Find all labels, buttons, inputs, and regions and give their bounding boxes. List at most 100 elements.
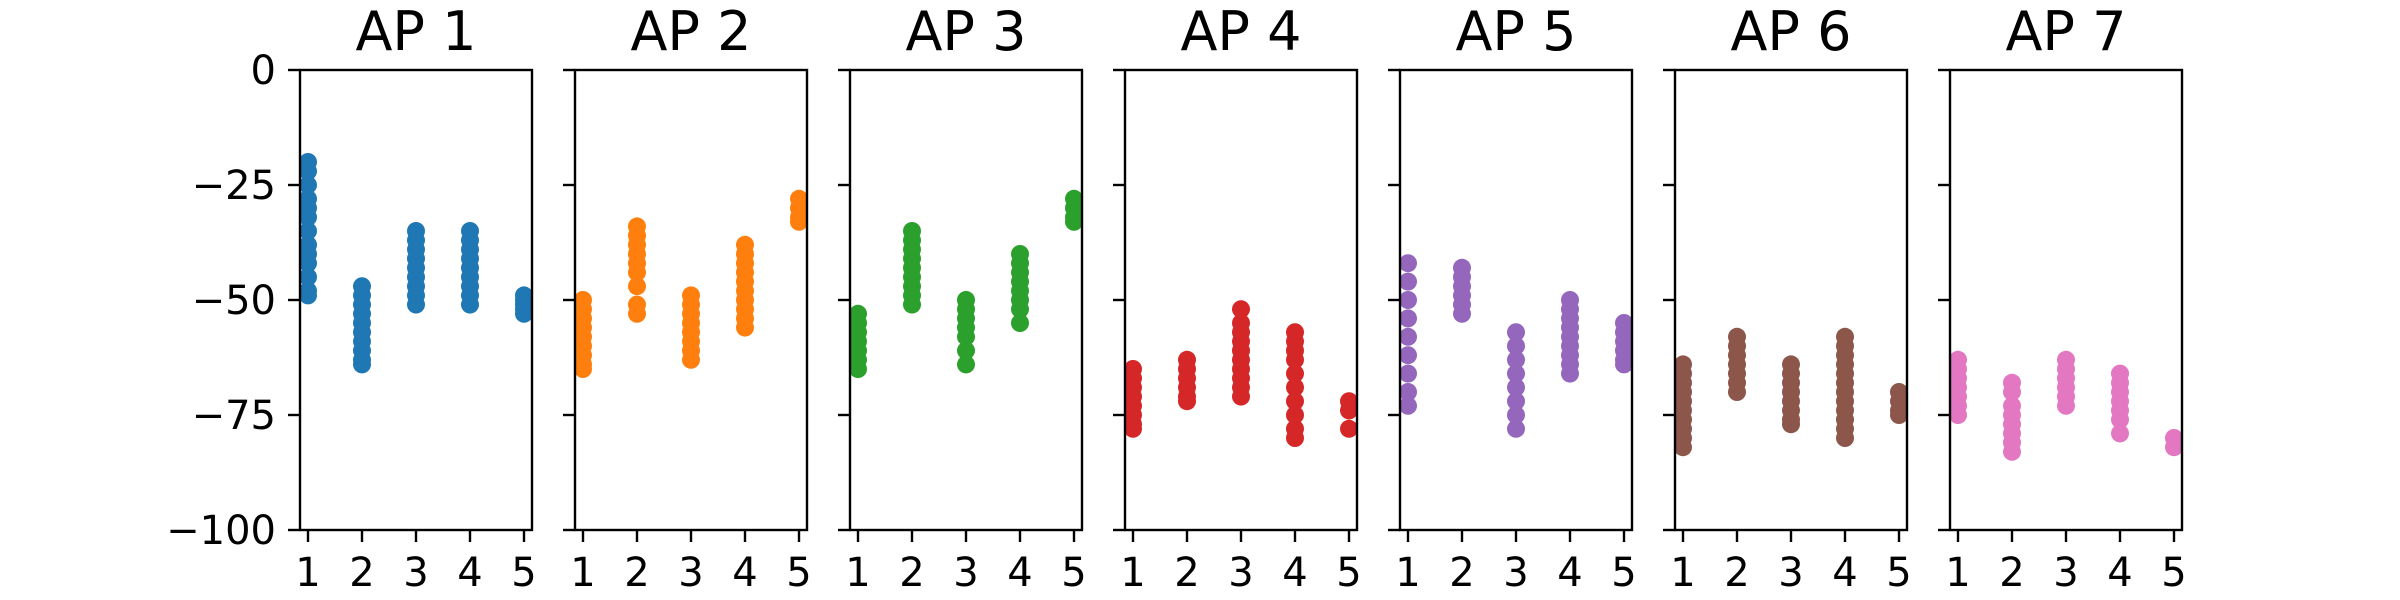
- x-tick-label: 1: [845, 550, 870, 596]
- x-tick-label: 4: [1557, 550, 1582, 596]
- data-point: [1399, 309, 1417, 328]
- x-tick-label: 2: [1449, 550, 1474, 596]
- y-tick-label: −25: [192, 163, 276, 209]
- data-point: [1399, 396, 1417, 415]
- data-point: [299, 176, 317, 194]
- data-point: [1949, 406, 1967, 424]
- panel-title: AP 3: [905, 0, 1026, 63]
- data-point: [1399, 383, 1417, 401]
- x-tick-label: 4: [1007, 550, 1032, 596]
- data-point: [2165, 438, 2183, 457]
- x-tick-label: 3: [1228, 550, 1253, 596]
- data-point: [299, 268, 317, 286]
- data-point: [1399, 291, 1417, 309]
- panel-ap-4: AP 4 1 2 3 4 5: [1113, 0, 1362, 596]
- panel-title: AP 4: [1180, 0, 1301, 63]
- panel-frame: [298, 68, 534, 532]
- data-point: [515, 304, 533, 323]
- data-point: [682, 350, 700, 369]
- data-point: [299, 162, 317, 181]
- x-tick-label: 3: [1778, 550, 1803, 596]
- data-point: [1399, 327, 1417, 346]
- y-tick-label: −50: [192, 278, 276, 324]
- x-tick-label: 2: [1724, 550, 1749, 596]
- data-point: [2111, 424, 2129, 443]
- panel-title: AP 6: [1730, 0, 1851, 63]
- panel-frame: [1673, 68, 1909, 532]
- data-point: [1507, 392, 1525, 411]
- data-point: [1340, 401, 1358, 420]
- data-point: [2003, 383, 2021, 401]
- data-point: [1340, 419, 1358, 438]
- data-point: [1124, 419, 1142, 438]
- data-point: [1561, 364, 1579, 383]
- data-point: [1890, 406, 1908, 424]
- x-tick-label: 5: [1611, 550, 1636, 596]
- data-point: [1615, 355, 1633, 374]
- x-tick-label: 4: [732, 550, 757, 596]
- data-point: [1507, 419, 1525, 438]
- x-tick-label: 4: [1832, 550, 1857, 596]
- x-tick-label: 1: [295, 550, 320, 596]
- x-tick-label: 5: [1336, 550, 1361, 596]
- panel-title: AP 5: [1455, 0, 1576, 63]
- data-point: [353, 355, 371, 374]
- x-tick-label: 2: [624, 550, 649, 596]
- data-point: [1507, 378, 1525, 397]
- panel-ap-2: AP 2 1 2 3 4 5: [563, 0, 812, 596]
- data-point: [299, 254, 317, 273]
- x-tick-label: 3: [1503, 550, 1528, 596]
- data-point: [1507, 350, 1525, 369]
- data-point: [407, 295, 425, 314]
- data-point: [2057, 396, 2075, 415]
- data-point: [299, 286, 317, 305]
- x-tick-label: 2: [899, 550, 924, 596]
- data-point: [1286, 406, 1304, 424]
- panel-frame: [848, 68, 1084, 532]
- x-tick-label: 1: [1670, 550, 1695, 596]
- data-point: [1232, 387, 1250, 406]
- data-point: [628, 277, 646, 296]
- data-point: [1286, 364, 1304, 383]
- data-point: [1399, 364, 1417, 383]
- x-tick-label: 1: [1120, 550, 1145, 596]
- data-point: [957, 341, 975, 360]
- panel-frame: [1123, 68, 1359, 532]
- data-point: [1286, 392, 1304, 411]
- data-point: [299, 208, 317, 227]
- x-tick-label: 5: [1061, 550, 1086, 596]
- x-tick-label: 5: [1886, 550, 1911, 596]
- data-point: [1011, 314, 1029, 332]
- panel-frame: [573, 68, 809, 532]
- data-point: [957, 355, 975, 374]
- data-point: [790, 212, 808, 231]
- x-tick-label: 2: [349, 550, 374, 596]
- panel-ap-7: AP 7 1 2 3 4 5: [1938, 0, 2187, 596]
- data-point: [2111, 410, 2129, 429]
- x-tick-label: 4: [457, 550, 482, 596]
- x-tick-label: 3: [403, 550, 428, 596]
- x-tick-label: 3: [678, 550, 703, 596]
- panel-ap-1: AP 1 1 2 3 4 5: [288, 0, 537, 596]
- y-tick-label: −75: [192, 393, 276, 439]
- data-point: [957, 327, 975, 346]
- data-point: [1065, 212, 1083, 231]
- data-point: [1178, 392, 1196, 411]
- data-point: [1286, 429, 1304, 447]
- panel-frame: [1398, 68, 1634, 532]
- x-tick-label: 4: [2107, 550, 2132, 596]
- data-point: [1011, 300, 1029, 319]
- data-point: [1232, 300, 1250, 319]
- panel-title: AP 1: [355, 0, 476, 63]
- data-point: [736, 318, 754, 337]
- data-point: [903, 295, 921, 314]
- data-point: [1286, 378, 1304, 397]
- x-tick-label: 1: [570, 550, 595, 596]
- x-tick-label: 2: [1174, 550, 1199, 596]
- x-tick-label: 5: [511, 550, 536, 596]
- x-tick-label: 2: [1999, 550, 2024, 596]
- x-tick-label: 5: [786, 550, 811, 596]
- data-point: [1286, 350, 1304, 369]
- panel-ap-3: AP 3 1 2 3 4 5: [838, 0, 1087, 596]
